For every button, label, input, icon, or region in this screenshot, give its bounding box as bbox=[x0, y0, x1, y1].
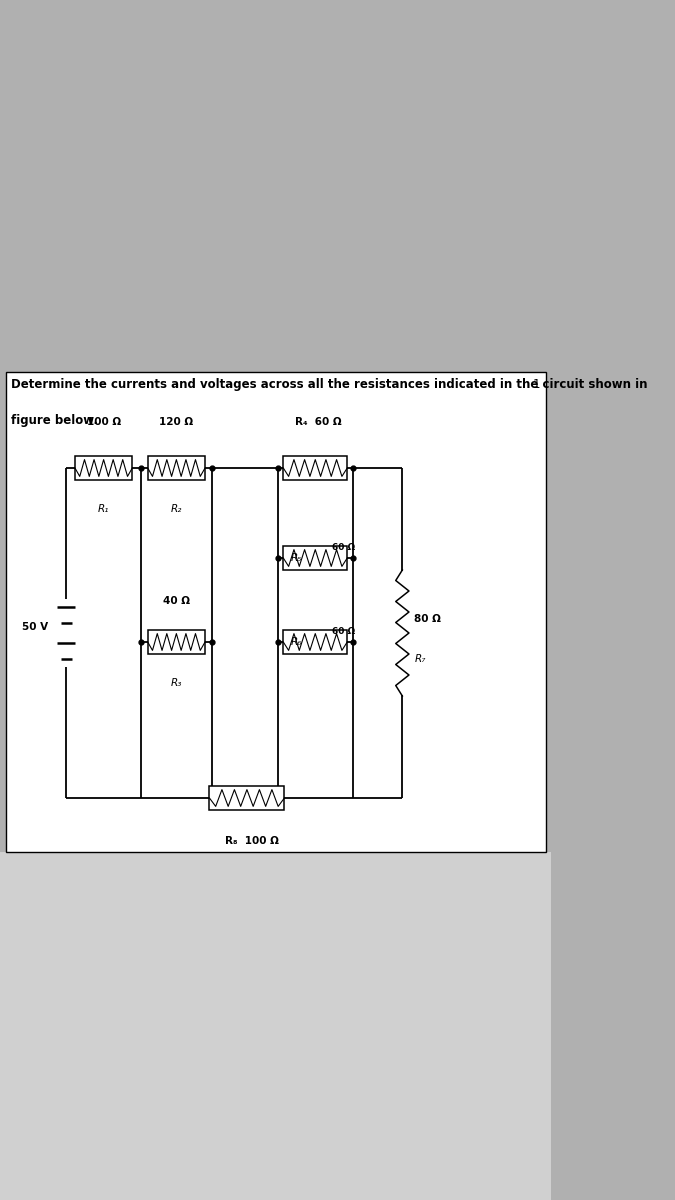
FancyBboxPatch shape bbox=[284, 456, 347, 480]
Text: R₄  60 Ω: R₄ 60 Ω bbox=[295, 418, 342, 427]
Text: 100 Ω: 100 Ω bbox=[86, 418, 121, 427]
Text: R₇: R₇ bbox=[414, 654, 426, 665]
Text: 1: 1 bbox=[533, 378, 540, 391]
FancyBboxPatch shape bbox=[148, 456, 205, 480]
Text: R₆: R₆ bbox=[290, 637, 302, 647]
Text: 50 V: 50 V bbox=[22, 622, 49, 632]
Text: R₅: R₅ bbox=[290, 553, 302, 563]
FancyBboxPatch shape bbox=[284, 630, 347, 654]
Text: R₃: R₃ bbox=[171, 678, 182, 688]
FancyBboxPatch shape bbox=[148, 630, 205, 654]
Text: 120 Ω: 120 Ω bbox=[159, 418, 194, 427]
FancyBboxPatch shape bbox=[284, 546, 347, 570]
Text: Determine the currents and voltages across all the resistances indicated in the : Determine the currents and voltages acro… bbox=[11, 378, 647, 391]
Text: 60 Ω: 60 Ω bbox=[332, 626, 355, 636]
FancyBboxPatch shape bbox=[0, 852, 551, 1200]
Text: 40 Ω: 40 Ω bbox=[163, 596, 190, 606]
Text: 80 Ω: 80 Ω bbox=[414, 613, 441, 624]
Text: figure below.: figure below. bbox=[11, 414, 98, 427]
FancyBboxPatch shape bbox=[5, 372, 545, 852]
Text: R₂: R₂ bbox=[171, 504, 182, 514]
Text: R₁: R₁ bbox=[98, 504, 109, 514]
Text: 60 Ω: 60 Ω bbox=[332, 542, 355, 552]
Text: R₈  100 Ω: R₈ 100 Ω bbox=[225, 836, 279, 846]
FancyBboxPatch shape bbox=[209, 786, 284, 810]
FancyBboxPatch shape bbox=[75, 456, 132, 480]
